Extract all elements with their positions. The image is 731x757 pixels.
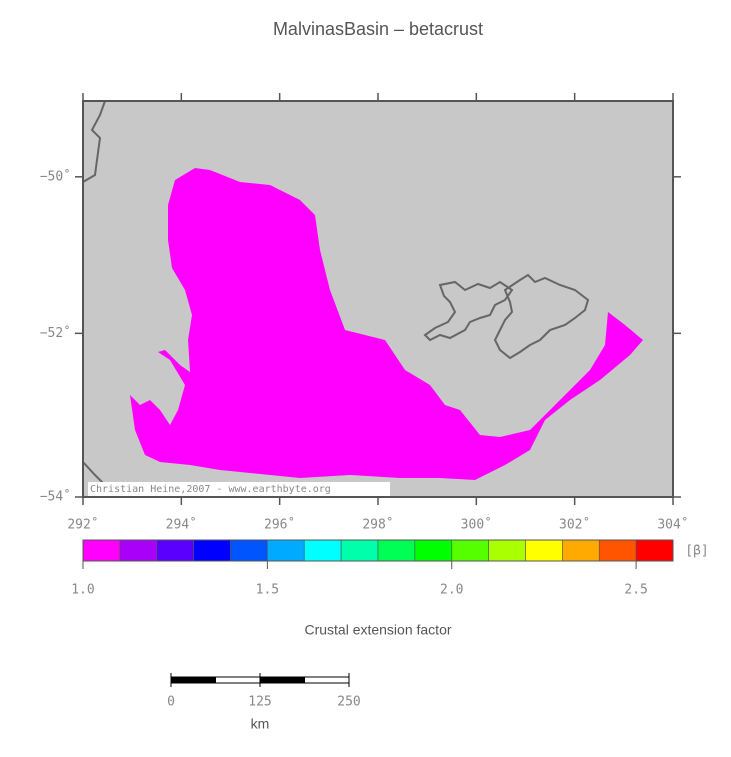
colorbar-swatch (156, 539, 194, 562)
colorbar-swatch (488, 539, 526, 562)
title: MalvinasBasin – betacrust (273, 19, 483, 39)
colorbar-tick-label: 2.5 (624, 583, 647, 598)
colorbar-swatch (119, 539, 158, 562)
colorbar-swatch (377, 539, 416, 562)
x-tick-label: 292˚ (67, 517, 98, 533)
y-tick-label: −50˚ (40, 168, 71, 184)
colorbar-swatch (303, 539, 342, 562)
colorbar-swatch (562, 539, 600, 562)
falkland-islands (423, 273, 590, 360)
basin (130, 168, 643, 480)
scalebar-segment (304, 676, 350, 684)
colorbar-label: Crustal extension factor (304, 622, 451, 638)
colorbar-swatch (267, 539, 305, 562)
x-tick-label: 298˚ (362, 517, 393, 533)
colorbar-tick-label: 1.5 (256, 583, 279, 598)
colorbar-swatch (340, 539, 379, 562)
colorbar-frame (82, 539, 674, 562)
x-tick-label: 296˚ (264, 517, 295, 533)
colorbar-swatch (451, 539, 489, 562)
colorbar-swatch (635, 539, 674, 562)
y-tick-label: −52˚ (40, 325, 71, 341)
scalebar-tick-label: 125 (248, 695, 271, 710)
scalebar-segment (259, 676, 305, 684)
colorbar-unit: [β] (685, 544, 708, 559)
colorbar-swatch (82, 539, 121, 562)
colorbar-tick-label: 2.0 (440, 583, 463, 598)
colorbar-swatch (414, 539, 453, 562)
colorbar-tick-label: 1.0 (71, 583, 94, 598)
credit-box (88, 482, 390, 496)
colorbar-swatch (193, 539, 231, 562)
x-tick-label: 304˚ (657, 517, 688, 533)
colorbar-swatch (525, 539, 563, 562)
colorbar-swatch (230, 539, 268, 562)
credit: Christian Heine,2007 - www.earthbyte.org (90, 484, 331, 495)
scalebar-unit: km (251, 716, 270, 732)
x-tick-label: 300˚ (461, 517, 492, 533)
scalebar-tick-label: 0 (167, 695, 175, 710)
scalebar-segment (215, 676, 261, 684)
x-tick-label: 302˚ (559, 517, 590, 533)
colorbar-swatch (598, 539, 637, 562)
scalebar-tick-label: 250 (337, 695, 360, 710)
x-tick-label: 294˚ (166, 517, 197, 533)
y-tick-label: −54˚ (40, 489, 71, 505)
scalebar-segment (170, 676, 216, 684)
